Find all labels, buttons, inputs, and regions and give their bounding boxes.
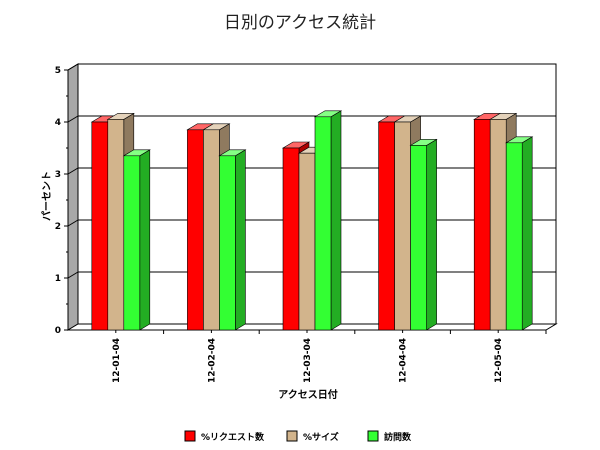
bar	[219, 155, 236, 331]
bar	[505, 142, 523, 331]
gridline-side	[67, 219, 79, 227]
legend-swatch	[367, 430, 379, 442]
legend-swatch	[184, 430, 196, 442]
gridline-side	[67, 63, 79, 71]
bar	[107, 119, 125, 331]
y-tick-label: 4	[55, 118, 61, 128]
y-tick-label: 5	[55, 66, 61, 76]
bar	[473, 119, 491, 331]
y-tick-label: 3	[55, 170, 61, 180]
bar	[298, 152, 316, 331]
y-tick-label: 1	[55, 274, 61, 284]
bar	[314, 116, 332, 331]
bar	[91, 121, 109, 331]
x-tick-label: 12-03-04	[303, 338, 313, 383]
legend-label: %リクエスト数	[201, 431, 265, 443]
plot-area: 0 1 2 3 4 5 12-01-04 12-02-04 12-03-04 12-04-04 12…	[55, 63, 558, 383]
legend-label: 訪問数	[384, 431, 412, 443]
bar	[282, 147, 300, 331]
x-tick-label: 12-01-04	[112, 338, 122, 383]
bar	[378, 121, 395, 331]
y-tick-label: 2	[55, 222, 61, 232]
side-wall	[67, 63, 79, 331]
x-axis-label: アクセス日付	[278, 388, 338, 401]
bar	[203, 129, 220, 331]
bar-side	[139, 149, 151, 331]
legend-swatch	[286, 430, 298, 442]
x-tick-label: 12-05-04	[494, 338, 504, 383]
y-axis-label: パーセント	[41, 171, 53, 221]
x-tick-label: 12-02-04	[207, 338, 217, 383]
chart-title: 日別のアクセス統計	[224, 13, 376, 33]
bar	[123, 155, 141, 331]
legend: %リクエスト数 %サイズ 訪問数	[184, 430, 412, 443]
bar	[394, 121, 411, 331]
x-tick-label: 12-04-04	[399, 338, 409, 383]
y-tick-label: 0	[55, 326, 61, 336]
bar	[410, 145, 427, 331]
bar	[187, 129, 204, 331]
bar-side	[235, 149, 246, 331]
gridline-side	[67, 115, 79, 123]
gridline-side	[67, 167, 79, 175]
bar	[489, 119, 507, 331]
gridline-side	[67, 271, 79, 279]
bar-side	[426, 138, 437, 331]
bar-side	[330, 110, 342, 331]
legend-label: %サイズ	[303, 431, 339, 443]
bar-side	[521, 136, 533, 331]
